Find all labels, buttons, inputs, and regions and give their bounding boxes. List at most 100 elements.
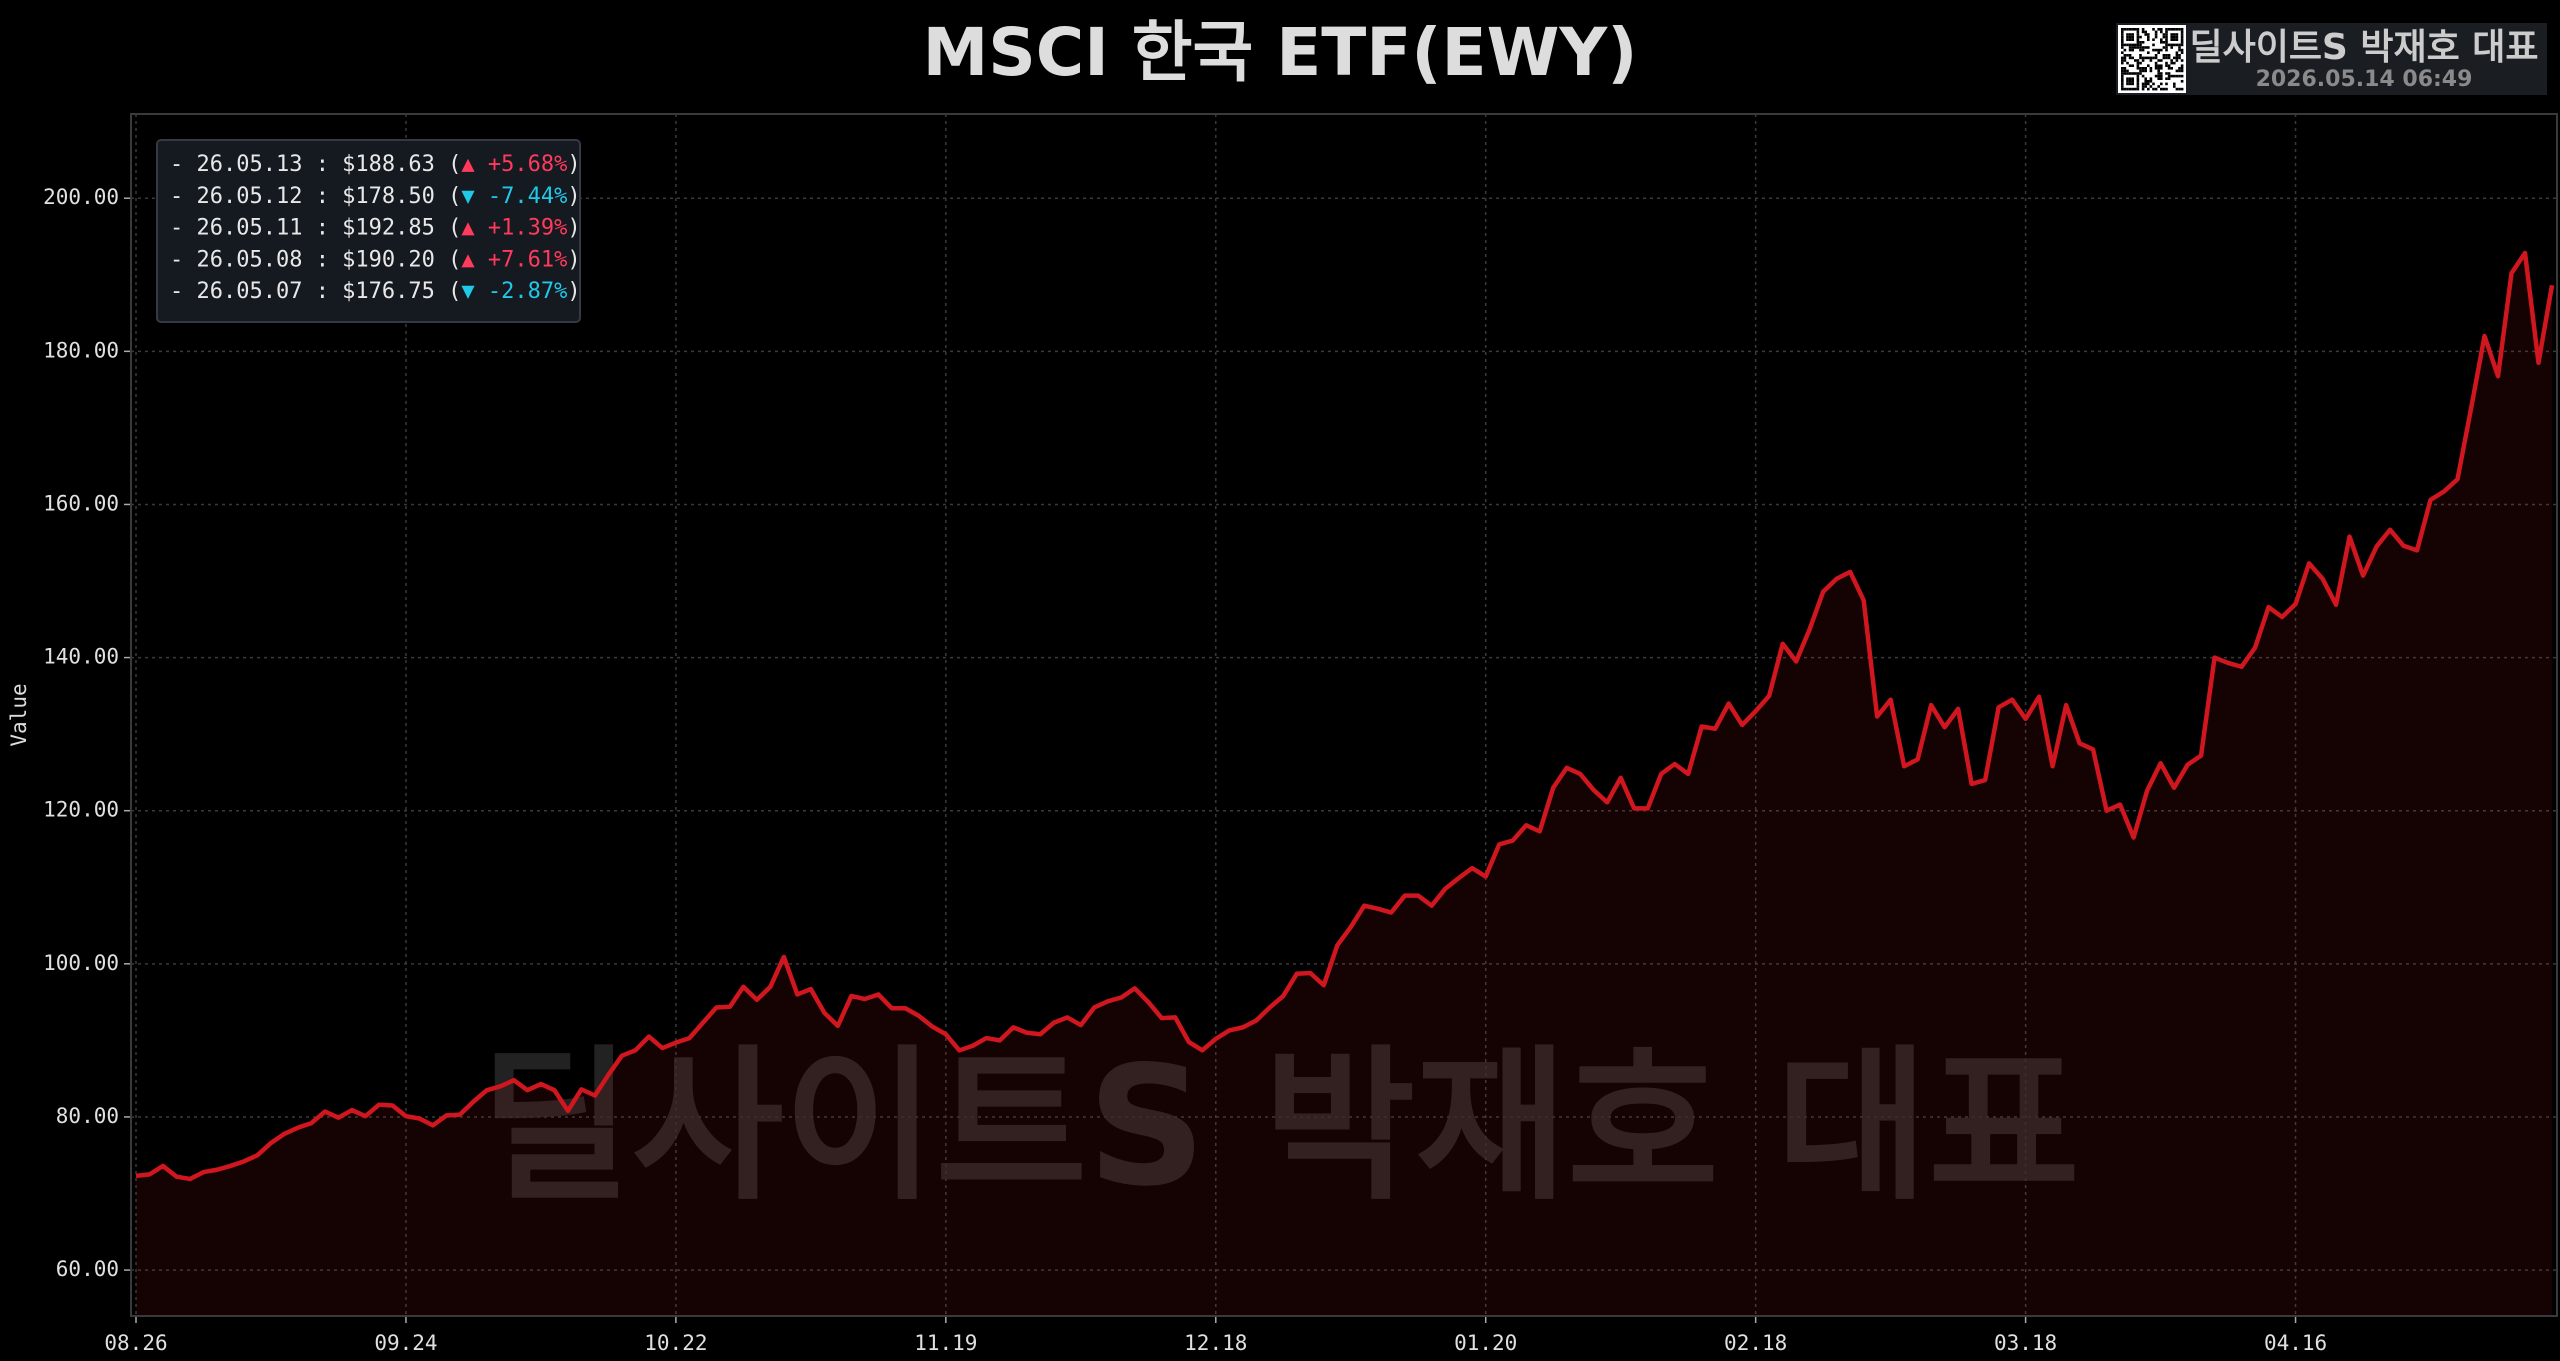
qr-cell <box>2180 38 2184 41</box>
qr-cell <box>2162 41 2166 44</box>
qr-cell <box>2173 56 2176 60</box>
qr-cell <box>2178 67 2181 70</box>
qr-cell <box>2147 87 2150 91</box>
qr-cell <box>2121 74 2124 78</box>
qr-cell <box>2149 85 2153 88</box>
qr-cell <box>2157 28 2160 31</box>
qr-cell <box>2147 35 2150 39</box>
qr-cell <box>2147 56 2150 60</box>
qr-cell <box>2136 72 2140 75</box>
qr-cell <box>2154 74 2158 78</box>
qr-cell <box>2128 64 2132 67</box>
qr-cell <box>2126 35 2129 39</box>
qr-cell <box>2154 67 2158 70</box>
qr-cell <box>2144 82 2147 86</box>
qr-cell <box>2180 64 2184 67</box>
x-tick-label: 10.22 <box>644 1331 707 1355</box>
qr-cell <box>2123 72 2127 75</box>
qr-cell <box>2141 41 2145 44</box>
qr-cell <box>2128 82 2132 86</box>
qr-cell <box>2147 80 2150 83</box>
legend-text: - 26.05.12 : $178.50 ( <box>170 184 461 209</box>
qr-cell <box>2141 30 2145 34</box>
qr-cell <box>2126 87 2129 91</box>
qr-cell <box>2123 56 2127 60</box>
qr-cell <box>2128 28 2132 31</box>
qr-cell <box>2139 69 2142 73</box>
qr-cell <box>2131 82 2134 86</box>
qr-cell <box>2154 87 2158 91</box>
qr-cell <box>2121 59 2124 62</box>
qr-cell <box>2139 46 2142 49</box>
qr-cell <box>2173 43 2176 47</box>
qr-cell <box>2173 38 2176 41</box>
qr-cell <box>2157 67 2160 70</box>
x-tick-label: 08.26 <box>104 1331 167 1355</box>
qr-cell <box>2136 87 2140 91</box>
qr-cell <box>2173 82 2176 86</box>
qr-cell <box>2121 38 2124 41</box>
legend-change: ▲ +1.39% <box>461 216 567 241</box>
qr-cell <box>2121 46 2124 49</box>
y-axis-label: Value <box>7 683 31 746</box>
qr-cell <box>2157 85 2160 88</box>
qr-cell <box>2149 69 2153 73</box>
qr-cell <box>2134 43 2137 47</box>
qr-cell <box>2180 43 2184 47</box>
legend-text: - 26.05.07 : $176.75 ( <box>170 279 461 304</box>
qr-cell <box>2147 33 2150 36</box>
qr-cell <box>2160 38 2163 41</box>
qr-cell <box>2139 61 2142 65</box>
badge-title: 딜사이트S 박재호 대표 <box>2189 27 2538 68</box>
qr-cell <box>2157 74 2160 78</box>
y-tick-label: 140.00 <box>43 645 119 669</box>
qr-cell <box>2167 72 2171 75</box>
qr-cell <box>2152 87 2155 91</box>
qr-cell <box>2121 69 2124 73</box>
qr-cell <box>2149 59 2153 62</box>
legend-change: ▼ -7.44% <box>461 184 567 209</box>
qr-cell <box>2131 28 2134 31</box>
qr-cell <box>2170 59 2173 62</box>
qr-cell <box>2165 38 2168 41</box>
qr-cell <box>2175 38 2179 41</box>
qr-cell <box>2136 43 2140 47</box>
y-tick-label: 160.00 <box>43 491 119 515</box>
qr-cell <box>2154 64 2158 67</box>
qr-cell <box>2160 64 2163 67</box>
qr-cell <box>2175 74 2179 78</box>
qr-cell <box>2165 72 2168 75</box>
y-tick-label: 200.00 <box>43 185 119 209</box>
qr-cell <box>2139 67 2142 70</box>
qr-cell <box>2144 85 2147 88</box>
legend-box <box>156 139 581 323</box>
qr-cell <box>2136 82 2140 86</box>
qr-cell <box>2147 51 2150 54</box>
qr-cell <box>2165 54 2168 57</box>
qr-cell <box>2175 51 2179 54</box>
qr-cell <box>2139 43 2142 47</box>
qr-cell <box>2136 30 2140 34</box>
legend-change: ▲ +5.68% <box>461 152 567 177</box>
legend-text: - 26.05.08 : $190.20 ( <box>170 247 461 272</box>
qr-cell <box>2123 87 2127 91</box>
qr-cell <box>2131 64 2134 67</box>
qr-cell <box>2139 35 2142 39</box>
qr-cell <box>2147 82 2150 86</box>
qr-cell <box>2170 28 2173 31</box>
qr-cell <box>2144 33 2147 36</box>
qr-cell <box>2162 46 2166 49</box>
qr-cell <box>2178 87 2181 91</box>
x-tick-label: 09.24 <box>374 1331 437 1355</box>
grid <box>124 114 2557 1323</box>
qr-cell <box>2136 74 2140 78</box>
y-tick-label: 60.00 <box>56 1257 119 1281</box>
qr-cell <box>2131 72 2134 75</box>
qr-cell <box>2141 56 2145 60</box>
qr-cell <box>2175 54 2179 57</box>
qr-pattern <box>2121 28 2184 91</box>
qr-cell <box>2139 56 2142 60</box>
qr-cell <box>2165 28 2168 31</box>
qr-cell <box>2178 74 2181 78</box>
qr-cell <box>2144 46 2147 49</box>
